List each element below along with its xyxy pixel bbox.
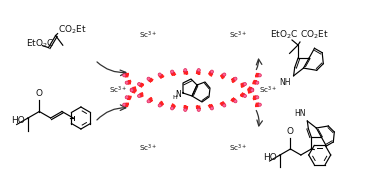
Text: Sc$^{3+}$: Sc$^{3+}$ — [229, 142, 247, 154]
Text: Sc$^{3+}$: Sc$^{3+}$ — [259, 84, 277, 96]
Circle shape — [210, 70, 214, 73]
Circle shape — [234, 77, 237, 80]
Text: Sc$^{3+}$: Sc$^{3+}$ — [139, 142, 157, 154]
Text: CO$_2$Et: CO$_2$Et — [300, 29, 329, 41]
Text: CO$_2$Et: CO$_2$Et — [57, 23, 87, 36]
Text: HN: HN — [294, 109, 305, 118]
Circle shape — [170, 70, 174, 73]
Circle shape — [258, 74, 261, 77]
Circle shape — [197, 69, 200, 72]
Circle shape — [184, 69, 187, 72]
Circle shape — [184, 108, 187, 111]
Circle shape — [138, 82, 141, 86]
Text: N: N — [175, 89, 181, 98]
Text: HO: HO — [263, 152, 277, 161]
Text: Sc$^{3+}$: Sc$^{3+}$ — [109, 84, 127, 96]
Circle shape — [243, 82, 246, 86]
Text: EtO$_2$C: EtO$_2$C — [270, 29, 299, 41]
Circle shape — [158, 73, 161, 76]
Circle shape — [234, 100, 237, 103]
Circle shape — [197, 108, 200, 111]
Text: HO: HO — [11, 116, 25, 125]
Circle shape — [170, 107, 174, 110]
Circle shape — [243, 94, 246, 98]
Circle shape — [223, 73, 226, 76]
Circle shape — [256, 81, 259, 84]
Text: Sc$^{3+}$: Sc$^{3+}$ — [139, 29, 157, 41]
Circle shape — [130, 88, 133, 91]
Circle shape — [256, 96, 259, 99]
Circle shape — [122, 74, 126, 77]
Text: O: O — [287, 127, 294, 136]
Text: O: O — [36, 89, 43, 98]
Circle shape — [130, 89, 133, 92]
Text: EtO$_2$C: EtO$_2$C — [26, 37, 55, 50]
Circle shape — [122, 103, 126, 106]
Circle shape — [251, 88, 254, 91]
Circle shape — [210, 107, 214, 110]
Circle shape — [138, 94, 141, 98]
Circle shape — [158, 104, 161, 107]
Circle shape — [258, 103, 261, 106]
Circle shape — [125, 96, 129, 99]
Text: NH: NH — [279, 78, 291, 87]
Circle shape — [147, 100, 150, 103]
Text: Sc$^{3+}$: Sc$^{3+}$ — [229, 29, 247, 41]
Circle shape — [251, 89, 254, 92]
Text: H: H — [172, 94, 177, 100]
Circle shape — [223, 104, 226, 107]
Circle shape — [125, 81, 129, 84]
Circle shape — [147, 77, 150, 80]
